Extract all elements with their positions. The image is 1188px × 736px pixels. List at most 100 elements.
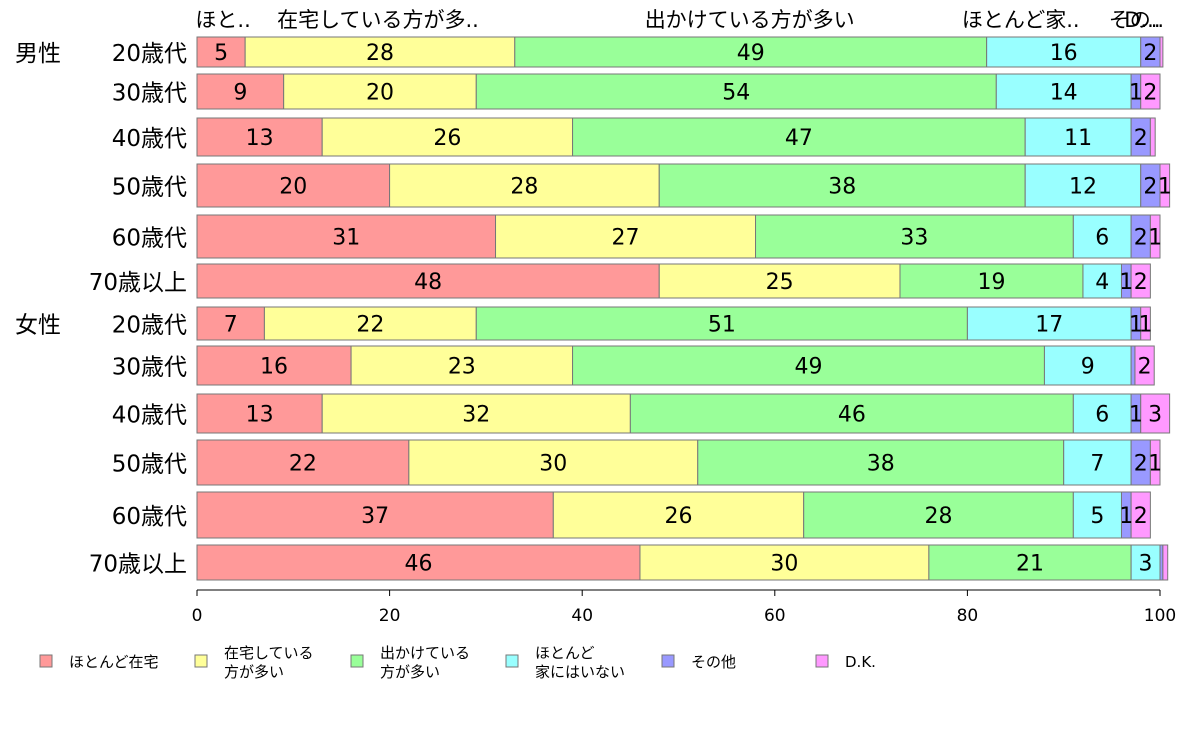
legend-label: ほとんど <box>535 644 595 662</box>
data-label: 2 <box>1134 126 1148 151</box>
bars <box>196 36 1171 581</box>
data-label: 49 <box>737 41 765 66</box>
data-label: 32 <box>462 403 490 428</box>
bar-segment <box>1140 306 1151 341</box>
data-label: 2 <box>1134 226 1148 251</box>
data-label: 26 <box>665 504 693 529</box>
group-label: 女性 <box>15 313 61 339</box>
bar-segment <box>196 491 554 539</box>
bar-segment <box>572 117 1026 157</box>
bar-segment <box>196 544 641 581</box>
data-label: 7 <box>1090 452 1104 477</box>
bar-segment <box>1024 163 1142 208</box>
bar-segment <box>986 36 1142 68</box>
data-label: 13 <box>246 126 274 151</box>
legend-swatch <box>39 654 53 668</box>
data-label: 25 <box>766 270 794 295</box>
legend-label: D.K. <box>845 653 876 671</box>
category-label: 50歳代 <box>112 452 187 478</box>
bar-segment <box>1130 491 1151 539</box>
data-label: 28 <box>925 504 953 529</box>
data-label: 13 <box>246 403 274 428</box>
bar-segment <box>1130 345 1136 386</box>
bar-segment <box>1140 393 1171 434</box>
data-label: 30 <box>770 552 798 577</box>
bar-segment <box>514 36 988 68</box>
bar-segment <box>697 439 1065 486</box>
bar-segment <box>1149 117 1156 157</box>
data-label: 23 <box>448 355 476 380</box>
bar-segment <box>658 263 901 299</box>
data-label: 1 <box>1129 81 1143 106</box>
bar-segment <box>321 393 631 434</box>
data-label: 7 <box>224 313 238 338</box>
bar-segment <box>196 163 391 208</box>
data-label: 1 <box>1119 504 1133 529</box>
bar-segment <box>475 306 968 341</box>
data-label: 22 <box>356 313 384 338</box>
bar-segment <box>283 73 477 110</box>
data-label: 3 <box>1139 552 1153 577</box>
data-label: 14 <box>1050 81 1078 106</box>
data-label: 1 <box>1129 313 1143 338</box>
legend-label: 方が多い <box>224 663 284 681</box>
segment-header-label: D... <box>1124 8 1160 32</box>
bar-segment <box>1024 117 1132 157</box>
legend-label: その他 <box>691 653 736 671</box>
data-label: 9 <box>233 81 247 106</box>
data-label: 31 <box>332 226 360 251</box>
x-tick-label: 60 <box>764 606 786 626</box>
bar-segment <box>1082 263 1122 299</box>
bar-segment <box>1072 393 1132 434</box>
data-label: 1 <box>1129 403 1143 428</box>
bar-segment <box>899 263 1084 299</box>
category-label: 60歳代 <box>112 226 187 252</box>
data-label: 1 <box>1119 270 1133 295</box>
bar-segment <box>1063 439 1132 486</box>
data-label: 46 <box>404 552 432 577</box>
data-label: 2 <box>1134 504 1148 529</box>
bar-segment <box>658 163 1026 208</box>
x-tick-label: 20 <box>379 606 401 626</box>
data-label: 4 <box>1095 270 1109 295</box>
segment-header-label: 出かけている方が多い <box>645 8 855 32</box>
legend-label: 方が多い <box>380 663 440 681</box>
data-label: 2 <box>1143 175 1157 200</box>
data-label: 2 <box>1143 81 1157 106</box>
bar-segment <box>1134 345 1155 386</box>
data-label: 37 <box>361 504 389 529</box>
data-label: 3 <box>1148 403 1162 428</box>
x-tick-label: 0 <box>192 606 203 626</box>
data-label: 17 <box>1035 313 1063 338</box>
data-label: 46 <box>838 403 866 428</box>
bar-segment <box>196 36 246 68</box>
segment-header-label: ほとんど家.. <box>962 8 1080 32</box>
segment-header-label: その.. <box>1109 8 1164 32</box>
segment-header-label: ほと.. <box>195 8 250 32</box>
bar-segment <box>928 544 1132 581</box>
bar-segment <box>1159 163 1171 208</box>
category-label: 50歳代 <box>112 175 187 201</box>
data-label: 6 <box>1095 226 1109 251</box>
category-label: 40歳代 <box>112 403 187 429</box>
data-label: 5 <box>214 41 228 66</box>
bar-segment <box>244 36 516 68</box>
data-label: 1 <box>1148 452 1162 477</box>
bar-segment <box>196 306 265 341</box>
bar-segment <box>475 73 997 110</box>
data-label: 19 <box>977 270 1005 295</box>
x-axis: 0 20 40 60 80 100 <box>192 589 1176 626</box>
bar-segment <box>1043 345 1132 386</box>
legend-swatch <box>661 654 675 668</box>
category-label: 30歳代 <box>112 355 187 381</box>
legend-label: 出かけている <box>380 644 470 662</box>
category-labels: 20歳代 30歳代 40歳代 50歳代 60歳代 70歳以上 20歳代 30歳代 40歳代 50歳… <box>15 41 187 578</box>
legend-label: ほとんど在宅 <box>69 653 159 671</box>
legend-label: 在宅している <box>224 644 314 662</box>
data-label: 1 <box>1148 226 1162 251</box>
legend-swatch <box>505 654 519 668</box>
data-label: 2 <box>1134 270 1148 295</box>
data-label: 20 <box>366 81 394 106</box>
